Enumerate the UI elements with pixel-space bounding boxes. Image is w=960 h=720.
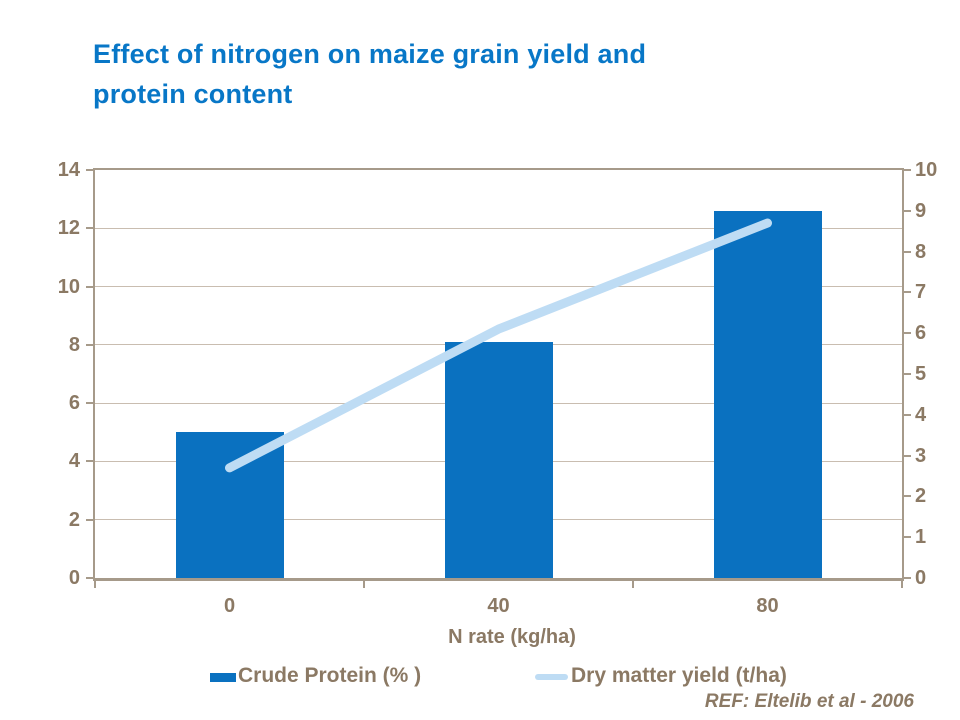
y-axis-right-tick bbox=[902, 250, 911, 253]
y-axis-right-tick bbox=[902, 332, 911, 335]
x-axis-title: N rate (kg/ha) bbox=[448, 626, 576, 648]
y-axis-right-label: 7 bbox=[915, 281, 927, 304]
reference-note: REF: Eltelib et al - 2006 bbox=[704, 691, 914, 712]
y-axis-left-label: 12 bbox=[57, 217, 80, 240]
y-axis-right-tick bbox=[902, 209, 911, 212]
y-axis-right-tick bbox=[902, 291, 911, 294]
y-axis-left-label: 14 bbox=[57, 159, 80, 181]
y-axis-left-label: 0 bbox=[68, 567, 80, 589]
y-axis-right-tick bbox=[902, 495, 911, 498]
legend-label-dry-matter: Dry matter yield (t/ha) bbox=[571, 664, 787, 687]
y-axis-right-tick bbox=[902, 169, 911, 171]
legend-swatch-line bbox=[535, 674, 568, 680]
y-axis-right-label: 8 bbox=[915, 240, 927, 263]
y-axis-right-tick bbox=[902, 577, 911, 579]
y-axis-right-label: 2 bbox=[915, 485, 927, 508]
x-axis-tick bbox=[94, 579, 96, 588]
y-axis-left-tick bbox=[86, 169, 95, 171]
y-axis-right-label: 1 bbox=[915, 526, 927, 549]
x-axis-label-0: 0 bbox=[223, 595, 236, 617]
x-axis-tick bbox=[632, 579, 634, 588]
x-axis-label-40: 40 bbox=[487, 595, 510, 617]
chart-title: Effect of nitrogen on maize grain yield … bbox=[93, 34, 793, 114]
y-axis-right-tick bbox=[902, 373, 911, 375]
y-axis-left-label: 10 bbox=[57, 275, 80, 298]
x-axis-tick bbox=[363, 579, 365, 588]
y-axis-right-label: 0 bbox=[915, 567, 927, 589]
y-axis-right-tick bbox=[902, 536, 911, 539]
gridline bbox=[95, 227, 902, 229]
y-axis-right-label: 4 bbox=[915, 403, 927, 426]
gridline bbox=[95, 286, 902, 288]
y-axis-left-tick bbox=[86, 343, 95, 346]
y-axis-left-tick bbox=[86, 402, 95, 405]
y-axis-left-tick bbox=[86, 460, 95, 463]
plot-area bbox=[95, 170, 902, 578]
y-axis-left-label: 4 bbox=[68, 450, 80, 473]
bar-40 bbox=[444, 341, 553, 578]
legend-swatch-bar bbox=[210, 672, 236, 682]
chart-title-line2: protein content bbox=[93, 79, 293, 109]
y-axis-left-tick bbox=[86, 518, 95, 521]
y-axis-left-tick bbox=[86, 577, 95, 579]
y-axis-right-label: 6 bbox=[915, 322, 927, 345]
bar-0 bbox=[175, 432, 284, 578]
y-axis-left-label: 8 bbox=[68, 333, 80, 356]
legend-label-crude-protein: Crude Protein (% ) bbox=[238, 664, 422, 687]
y-axis-left-tick bbox=[86, 227, 95, 230]
x-axis-label-80: 80 bbox=[756, 595, 779, 617]
y-axis-right-label: 9 bbox=[915, 199, 927, 222]
x-axis-tick bbox=[901, 579, 903, 588]
y-axis-right-tick bbox=[902, 413, 911, 416]
y-axis-left-tick bbox=[86, 285, 95, 288]
dry-matter-line-series bbox=[225, 218, 772, 473]
y-axis-left-label: 2 bbox=[68, 508, 80, 531]
y-axis-right-tick bbox=[902, 454, 911, 457]
y-axis-right-label: 10 bbox=[915, 159, 938, 181]
legend-item-crude-protein: Crude Protein (% ) bbox=[210, 664, 421, 688]
chart-title-line1: Effect of nitrogen on maize grain yield … bbox=[93, 39, 647, 69]
y-axis-right-label: 3 bbox=[915, 444, 927, 467]
y-axis-left-label: 6 bbox=[68, 392, 80, 415]
y-axis-right-label: 5 bbox=[915, 363, 927, 385]
bar-80 bbox=[713, 210, 822, 578]
legend-item-dry-matter: Dry matter yield (t/ha) bbox=[535, 664, 787, 688]
